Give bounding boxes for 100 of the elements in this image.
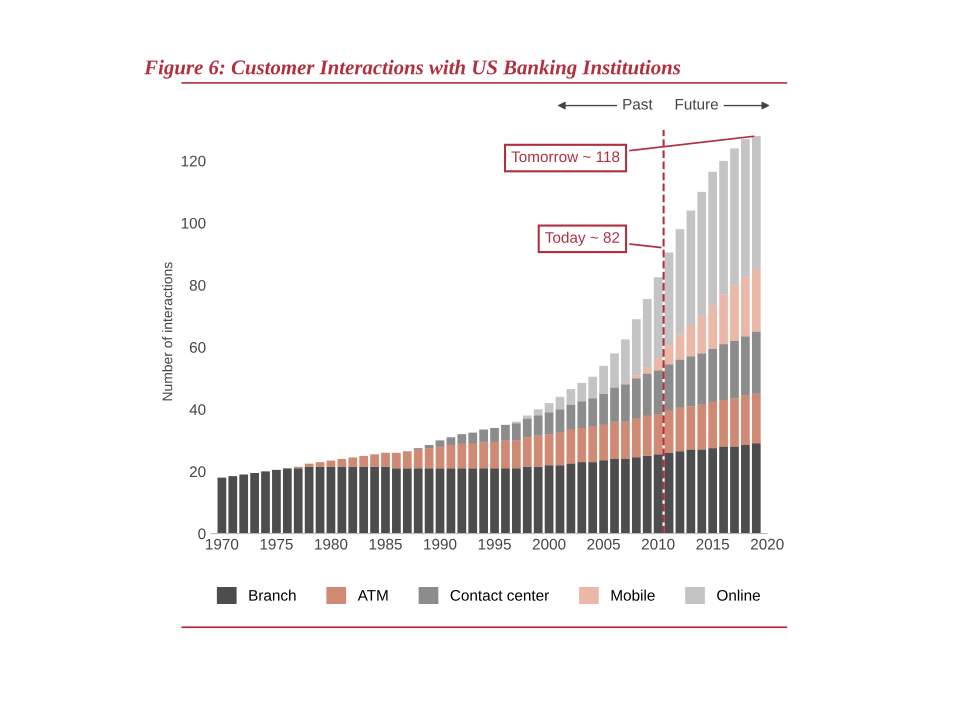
bar	[697, 316, 706, 354]
bar	[294, 468, 303, 534]
bar	[522, 416, 532, 419]
bar	[392, 452, 401, 468]
y-tick-label: 100	[182, 218, 206, 229]
bar	[556, 396, 564, 410]
legend-label: Online	[717, 590, 760, 601]
bar	[697, 404, 706, 450]
bar	[446, 445, 456, 468]
bar	[414, 450, 423, 468]
chart-title: Figure 6: Customer Interactions with US Banking Institutions	[144, 60, 680, 79]
bar	[730, 340, 739, 398]
bar	[654, 414, 662, 454]
bar	[544, 465, 554, 534]
bar	[359, 456, 368, 467]
bar	[468, 468, 478, 534]
bar	[501, 424, 510, 440]
bar	[697, 192, 706, 316]
bar	[752, 270, 761, 332]
bar	[436, 440, 444, 447]
bar	[337, 459, 346, 467]
x-tick-label: 2020	[750, 538, 784, 550]
bar	[730, 285, 739, 341]
bar	[664, 410, 674, 453]
bar	[654, 454, 662, 534]
bar	[326, 460, 336, 467]
bar	[316, 462, 324, 467]
bar	[348, 466, 358, 534]
bar	[708, 172, 718, 306]
bar	[632, 457, 641, 534]
bar	[359, 466, 368, 534]
bar	[664, 252, 674, 346]
bar	[326, 466, 336, 534]
legend-label: Branch	[249, 590, 296, 601]
bar	[664, 452, 674, 534]
bar	[239, 474, 248, 534]
bar	[566, 464, 576, 534]
bar	[566, 404, 576, 430]
bar	[686, 406, 696, 450]
bar	[664, 364, 674, 411]
bar	[730, 398, 739, 447]
bar	[370, 466, 379, 534]
bar	[610, 388, 619, 422]
bar	[512, 468, 521, 534]
bar	[730, 446, 739, 534]
bar	[621, 384, 630, 422]
bar	[534, 416, 543, 436]
bar	[218, 478, 226, 534]
bar	[676, 334, 684, 360]
x-tick-label: 1970	[206, 538, 238, 550]
bar	[402, 451, 412, 468]
bar	[512, 423, 521, 440]
bar	[512, 440, 521, 468]
bar	[741, 336, 750, 396]
bar	[490, 428, 499, 442]
bar	[654, 358, 662, 370]
bar	[457, 468, 466, 534]
bar	[304, 466, 314, 534]
bar	[468, 432, 478, 444]
bar	[632, 375, 641, 378]
bar	[632, 418, 641, 458]
bar	[708, 402, 718, 448]
bar	[544, 434, 554, 466]
bar	[414, 468, 423, 534]
bar	[436, 468, 444, 534]
bar	[250, 472, 259, 534]
bar	[610, 422, 619, 459]
bar	[556, 409, 564, 433]
text: Future	[676, 98, 718, 110]
bar	[697, 450, 706, 534]
bar	[686, 210, 696, 326]
bar	[676, 360, 684, 408]
annotation: Tomorrow ~ 118	[511, 151, 620, 162]
bar	[316, 466, 324, 534]
bar	[588, 462, 598, 534]
bar	[522, 418, 532, 438]
bar	[676, 451, 684, 534]
bar	[490, 468, 499, 534]
y-tick-label: 60	[190, 342, 206, 353]
bar	[588, 426, 598, 462]
bar	[686, 356, 696, 406]
legend-label: Mobile	[612, 590, 655, 601]
y-tick-label: 20	[190, 466, 206, 478]
bar	[402, 468, 412, 534]
x-tick-label: 1990	[424, 538, 456, 550]
bar	[654, 277, 662, 358]
bar	[686, 325, 696, 357]
bar	[708, 305, 718, 349]
bar	[544, 412, 554, 434]
bar	[588, 376, 598, 398]
bar	[752, 394, 761, 444]
bar	[337, 466, 346, 534]
x-tick-label: 1995	[478, 538, 511, 550]
bar	[676, 229, 684, 335]
bar	[446, 468, 456, 534]
bar	[708, 448, 718, 534]
bar	[632, 378, 641, 419]
x-tick-label: 2015	[696, 538, 730, 550]
bar	[708, 348, 718, 402]
bar	[599, 460, 608, 534]
